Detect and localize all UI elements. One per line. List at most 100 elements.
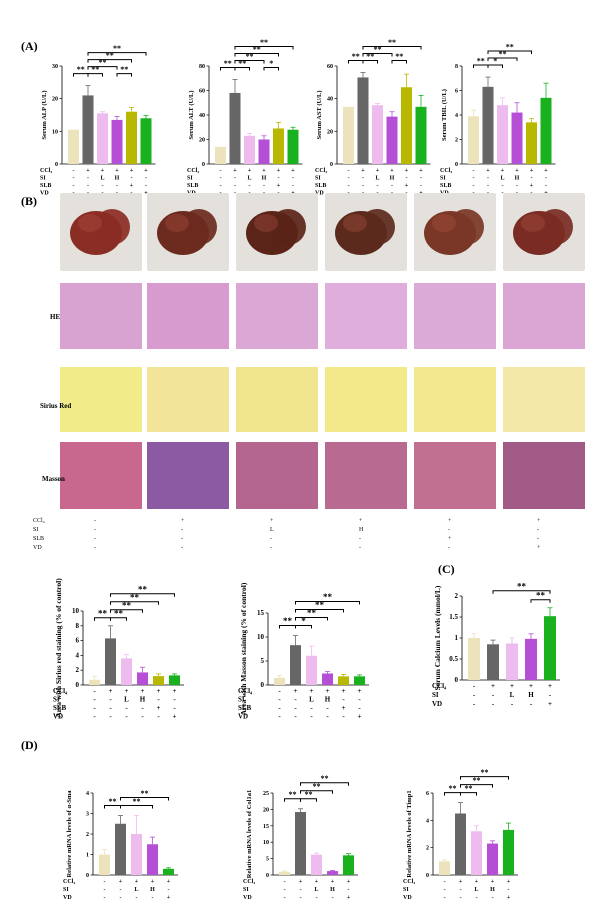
treatment-row-label: VD — [238, 713, 248, 721]
treatment-row-label: SI — [315, 176, 321, 182]
treatment-cell: H — [325, 696, 331, 704]
treatment-cell: L — [314, 887, 318, 893]
y-tick-label: 8 — [455, 64, 458, 70]
y-axis-label: Area with Sirius red staining (% of cont… — [54, 578, 63, 718]
significance-label: ** — [238, 59, 246, 68]
significance-bracket — [530, 599, 551, 603]
treatment-cell: + — [233, 168, 237, 174]
y-tick-label: 8 — [76, 622, 80, 630]
treatment-cell: + — [181, 518, 185, 524]
panel-label-a: (A) — [21, 39, 38, 53]
y-tick-label: 60 — [327, 64, 333, 70]
significance-label: * — [269, 59, 273, 68]
y-tick-label: 0 — [55, 162, 58, 168]
treatment-cell: - — [152, 895, 154, 901]
treatment-cell: - — [141, 713, 144, 721]
y-tick-label: 5 — [261, 657, 265, 665]
y-tick-label: 0.5 — [449, 655, 458, 663]
treatment-cell: + — [310, 687, 314, 695]
treatment-cell: + — [135, 879, 139, 885]
treatment-row-label: CCl₄ — [63, 879, 75, 885]
significance-bracket — [460, 784, 493, 788]
treatment-cell: - — [391, 183, 393, 189]
treatment-cell: - — [310, 713, 313, 721]
treatment-cell: + — [144, 168, 148, 174]
treatment-cell: - — [109, 713, 112, 721]
treatment-row-label: SLB — [33, 536, 45, 542]
treatment-cell: + — [299, 879, 303, 885]
bar — [311, 854, 322, 875]
significance-label: ** — [224, 59, 232, 68]
sirius-red-tile — [147, 367, 229, 432]
significance-label: ** — [366, 52, 374, 61]
treatment-row-label: CCl₄ — [33, 518, 45, 524]
row-label-sirius: Sirius Red — [40, 402, 72, 410]
bar — [487, 843, 498, 875]
treatment-cell: - — [326, 704, 329, 712]
significance-label: ** — [109, 797, 117, 806]
bar — [497, 105, 508, 164]
bar — [244, 135, 255, 164]
treatment-cell: - — [181, 536, 183, 542]
y-tick-label: 3 — [86, 812, 89, 818]
bar — [322, 673, 333, 685]
treatment-cell: - — [460, 887, 462, 893]
treatment-cell: - — [104, 879, 106, 885]
significance-label: ** — [374, 45, 382, 54]
treatment-cell: - — [220, 176, 222, 182]
treatment-cell: - — [173, 704, 176, 712]
treatment-cell: - — [310, 704, 313, 712]
treatment-row-label: VD — [403, 895, 412, 901]
bar — [82, 95, 94, 164]
significance-bracket — [362, 53, 393, 57]
treatment-cell: - — [300, 895, 302, 901]
treatment-row-label: CCl₄ — [243, 879, 255, 885]
bar — [274, 677, 285, 685]
treatment-cell: L — [510, 691, 515, 699]
y-axis-label: Serum ALP (U/L) — [41, 90, 48, 139]
y-tick-label: 0 — [86, 873, 89, 879]
treatment-cell: - — [168, 887, 170, 893]
treatment-cell: - — [234, 183, 236, 189]
treatment-cell: H — [528, 691, 534, 699]
treatment-cell: + — [491, 879, 495, 885]
significance-bracket — [110, 593, 175, 597]
treatment-cell: - — [249, 183, 251, 189]
treatment-cell: - — [460, 895, 462, 901]
significance-label: * — [301, 616, 306, 626]
significance-label: ** — [307, 608, 317, 618]
treatment-cell: - — [487, 183, 489, 189]
bar — [487, 644, 499, 680]
treatment-cell: - — [93, 696, 96, 704]
treatment-cell: - — [358, 704, 361, 712]
y-axis-label: Area with Masson staining (% of control) — [239, 582, 248, 715]
significance-bracket — [234, 59, 265, 64]
treatment-cell: + — [86, 168, 90, 174]
y-axis-label: Serum TBIL (U/L) — [441, 89, 448, 141]
bar — [306, 655, 317, 685]
treatment-cell: + — [405, 168, 409, 174]
y-tick-label: 5 — [266, 857, 269, 863]
treatment-cell: - — [87, 183, 89, 189]
treatment-cell: + — [459, 879, 463, 885]
panel-label-d: (D) — [21, 738, 38, 752]
bar — [258, 139, 270, 164]
significance-label: ** — [506, 43, 514, 52]
significance-label: ** — [305, 790, 313, 799]
treatment-cell: - — [181, 545, 183, 551]
treatment-cell: + — [173, 713, 177, 721]
treatment-cell: - — [284, 895, 286, 901]
treatment-cell: - — [448, 545, 450, 551]
significance-label: ** — [352, 52, 360, 61]
significance-bracket — [300, 798, 317, 802]
treatment-cell: - — [537, 536, 539, 542]
y-tick-label: 1 — [86, 853, 89, 859]
treatment-cell: - — [94, 518, 96, 524]
significance-label: ** — [283, 616, 293, 626]
y-axis-label: Serum Calcium Levels (mmol/L) — [433, 585, 442, 690]
significance-bracket — [234, 66, 250, 71]
treatment-cell: + — [530, 168, 534, 174]
treatment-cell: L — [474, 887, 478, 893]
significance-bracket — [110, 617, 127, 621]
